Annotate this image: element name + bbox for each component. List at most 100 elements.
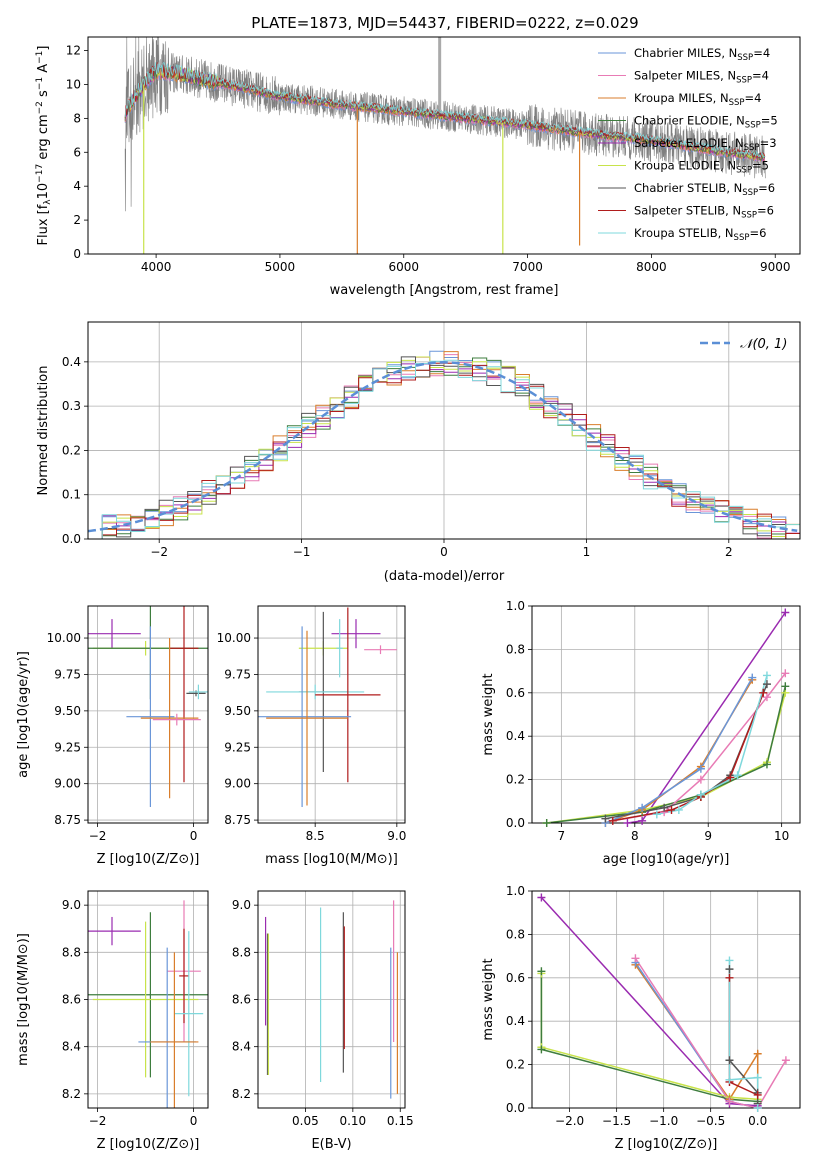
point-marker [725,973,734,982]
legend-suffix: , N [713,91,729,105]
point-marker [762,671,771,680]
point-marker [537,1045,546,1054]
y-tick-label: 0.0 [62,532,81,546]
y-tick-label: 6 [73,145,81,159]
legend-count: =5 [761,114,778,128]
legend-sub: SSP [745,121,761,131]
y-tick-label: 4 [73,179,81,193]
legend-label: Salpeter STELIB [634,204,725,218]
legend-label: Chabrier ELODIE [634,114,729,128]
legend-sub: SSP [729,98,745,108]
y-tick-label: 0 [73,247,81,261]
y-tick-label: 9.50 [54,704,81,718]
y-tick-label: 0.8 [506,927,525,941]
x-tick-label: 9.0 [387,829,406,843]
y-tick-label: 0.6 [506,686,525,700]
y-tick-label: 0.6 [506,971,525,985]
axes-frame [87,36,801,255]
y-tick-label: 9.75 [224,667,251,681]
point-marker [759,688,768,697]
y-tick-label: 0.2 [62,443,81,457]
y-tick-label: 8.4 [232,1040,251,1054]
y-tick-label: 9.0 [232,898,251,912]
x-axis-label: mass [log10(M/M⊙)] [265,852,398,867]
chart-mass-vs-ebv: 0.05 0.10 0.15 8.2 8.4 8.6 8.8 9.0 E(B-V) [232,890,414,1152]
y-tick-label: 0.0 [506,816,525,830]
series-line-chabrier-elodie [540,971,758,1103]
x-axis-label: age [log10(age/yr)] [603,852,730,867]
legend-count: =4 [744,91,761,105]
y-tick-label: 9.25 [224,740,251,754]
x-axis-label: Z [log10(Z/Z⊙)] [97,1137,200,1152]
axes-frame [531,890,801,1109]
y-axis-label: Normed distribution [36,366,51,496]
series-line-kroupa-stelib [656,675,768,816]
legend-label: Salpeter ELODIE [634,136,728,150]
y-axis-label-part: −17 [35,164,45,183]
y-tick-label: 12 [66,44,81,58]
x-tick-label: −2 [89,829,107,843]
legend-entry: Chabrier STELIB, NSSP=6 [634,181,775,198]
normal-curve [88,361,798,533]
y-tick-label: 10 [66,77,81,91]
legend-label: Kroupa ELODIE [634,159,720,173]
y-axis-label: Flux [fλ10−17 erg cm−2 s−1 A−1] [35,46,53,246]
series-line-chabrier-elodie [546,686,787,823]
x-tick-label: 7 [558,829,566,843]
x-axis-label: Z [log10(Z/Z⊙)] [97,852,200,867]
y-tick-label: 8.2 [232,1087,251,1101]
x-tick-label: −1.5 [602,1114,631,1128]
y-tick-label: 9.50 [224,704,251,718]
legend-suffix: , N [721,46,737,60]
point-marker [725,956,734,965]
y-tick-label: 0.2 [506,1058,525,1072]
x-tick-label: 0.10 [339,1114,366,1128]
y-tick-label: 10.00 [217,631,251,645]
point-marker [753,1049,762,1058]
series-line-kroupa-stelib [728,960,759,1108]
legend-label: Kroupa STELIB [634,226,718,240]
legend-label: Chabrier MILES [634,46,721,60]
series-line-kroupa-elodie [540,973,758,1101]
y-tick-label: 0.1 [62,488,81,502]
x-tick-label: 4000 [141,260,172,274]
legend-entry: Chabrier ELODIE, NSSP=5 [634,114,778,131]
axes-frame [87,605,209,824]
x-tick-label: −0.5 [696,1114,725,1128]
y-tick-label: 9.75 [54,667,81,681]
x-tick-label: −1 [293,545,311,559]
legend-count: =5 [752,159,769,173]
legend-count: =4 [752,69,769,83]
y-tick-label: 8.75 [54,813,81,827]
point-marker [667,805,676,814]
point-marker [725,1056,734,1065]
x-tick-label: 10 [774,829,789,843]
point-marker [753,1090,762,1099]
y-tick-label: 10.00 [47,631,81,645]
chart-mass-weight-vs-age: 7 8 9 10 0.0 0.2 0.4 0.6 0.8 1.0 age [log10(age/yr… [481,599,801,867]
point-marker [781,608,790,617]
y-axis-label: mass weight [481,673,496,755]
point-marker [638,803,647,812]
legend-sub: SSP [741,211,757,221]
point-marker [623,819,632,827]
axes-frame [257,605,406,824]
legend-sub: SSP [734,233,750,243]
y-axis-label: mass [log10(M/M⊙)] [16,933,31,1066]
point-marker [660,803,669,812]
legend-entry: Salpeter MILES, NSSP=4 [634,69,769,86]
y-tick-label: 8 [73,111,81,125]
plot-area [88,900,208,1108]
axes-frame [531,605,801,824]
y-tick-label: 8.4 [62,1040,81,1054]
point-marker [537,893,546,902]
x-tick-label: 9 [704,829,712,843]
plot-area [124,37,766,254]
y-tick-label: 2 [73,213,81,227]
histogram-step-chabrier-stelib [88,356,800,539]
y-axis-label-part: erg cm [36,114,51,163]
y-tick-label: 9.0 [62,898,81,912]
chart-age-vs-Z: −2 0 8.75 9.00 9.25 9.50 9.75 10.00 Z [log10(Z/Z… [16,605,209,867]
y-tick-label: 0.4 [506,729,525,743]
x-tick-label: −2.0 [555,1114,584,1128]
